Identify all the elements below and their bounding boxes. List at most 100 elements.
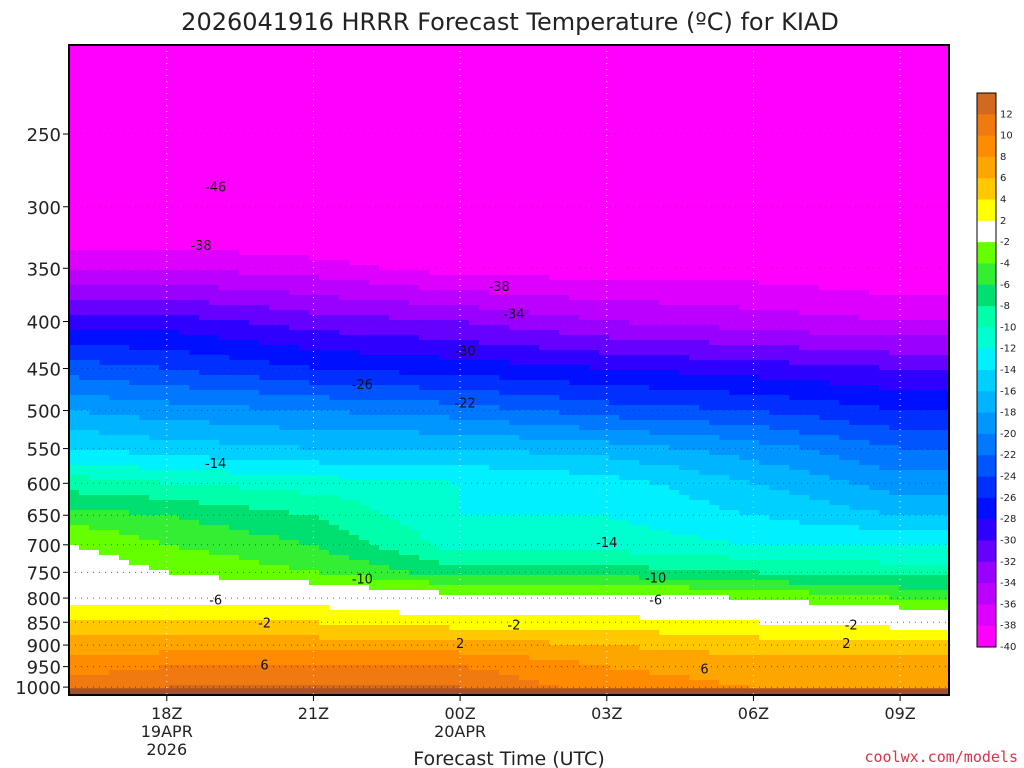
temperature-cell bbox=[269, 250, 280, 256]
temperature-cell bbox=[209, 220, 220, 226]
temperature-cell bbox=[109, 580, 120, 586]
temperature-cell bbox=[279, 575, 290, 581]
temperature-cell bbox=[219, 450, 230, 456]
temperature-cell bbox=[239, 150, 250, 156]
temperature-cell bbox=[439, 555, 450, 561]
temperature-cell bbox=[389, 530, 400, 536]
temperature-cell bbox=[99, 395, 110, 401]
temperature-cell bbox=[389, 375, 400, 381]
temperature-cell bbox=[319, 270, 330, 276]
temperature-cell bbox=[129, 210, 140, 216]
temperature-cell bbox=[369, 400, 380, 406]
temperature-cell bbox=[159, 345, 170, 351]
temperature-cell bbox=[289, 260, 300, 266]
temperature-cell bbox=[199, 470, 210, 476]
temperature-cell bbox=[209, 340, 220, 346]
temperature-cell bbox=[399, 445, 410, 451]
temperature-cell bbox=[79, 175, 90, 181]
temperature-cell bbox=[229, 510, 240, 516]
temperature-cell bbox=[269, 415, 280, 421]
temperature-cell bbox=[69, 545, 80, 551]
temperature-cell bbox=[129, 160, 140, 166]
temperature-cell bbox=[389, 505, 400, 511]
temperature-cell bbox=[109, 645, 120, 651]
temperature-cell bbox=[299, 465, 310, 471]
temperature-cell bbox=[399, 405, 410, 411]
temperature-cell bbox=[239, 255, 250, 261]
temperature-cell bbox=[309, 375, 320, 381]
temperature-cell bbox=[99, 170, 110, 176]
temperature-cell bbox=[89, 250, 100, 256]
temperature-cell bbox=[359, 520, 370, 526]
temperature-cell bbox=[419, 200, 430, 206]
temperature-cell bbox=[159, 185, 170, 191]
temperature-cell bbox=[199, 625, 210, 631]
temperature-cell bbox=[359, 335, 370, 341]
temperature-cell bbox=[279, 175, 290, 181]
temperature-cell bbox=[149, 345, 160, 351]
temperature-cell bbox=[289, 280, 300, 286]
temperature-cell bbox=[99, 670, 110, 676]
temperature-cell bbox=[239, 245, 250, 251]
temperature-cell bbox=[239, 505, 250, 511]
temperature-cell bbox=[139, 235, 150, 241]
temperature-cell bbox=[269, 590, 280, 596]
temperature-cell bbox=[369, 670, 380, 676]
temperature-cell bbox=[69, 75, 80, 81]
temperature-cell bbox=[389, 425, 400, 431]
temperature-cell bbox=[369, 605, 380, 611]
temperature-cell bbox=[179, 590, 190, 596]
temperature-cell bbox=[349, 365, 360, 371]
temperature-cell bbox=[129, 65, 140, 71]
temperature-cell bbox=[169, 670, 180, 676]
temperature-cell bbox=[179, 415, 190, 421]
temperature-cell bbox=[419, 645, 430, 651]
temperature-cell bbox=[199, 180, 210, 186]
temperature-cell bbox=[239, 280, 250, 286]
temperature-cell bbox=[429, 180, 440, 186]
temperature-cell bbox=[439, 145, 450, 151]
temperature-cell bbox=[349, 95, 360, 101]
temperature-cell bbox=[359, 145, 370, 151]
temperature-cell bbox=[79, 570, 90, 576]
temperature-cell bbox=[309, 485, 320, 491]
temperature-cell bbox=[349, 490, 360, 496]
temperature-cell bbox=[159, 280, 170, 286]
temperature-cell bbox=[379, 285, 390, 291]
temperature-cell bbox=[119, 560, 130, 566]
temperature-cell bbox=[189, 190, 200, 196]
temperature-cell bbox=[269, 90, 280, 96]
temperature-cell bbox=[89, 550, 100, 556]
temperature-cell bbox=[69, 410, 80, 416]
temperature-cell bbox=[349, 215, 360, 221]
temperature-cell bbox=[159, 655, 170, 661]
temperature-cell bbox=[119, 520, 130, 526]
temperature-cell bbox=[419, 380, 430, 386]
temperature-cell bbox=[339, 475, 350, 481]
temperature-cell bbox=[259, 670, 270, 676]
temperature-cell bbox=[299, 575, 310, 581]
temperature-cell bbox=[359, 290, 370, 296]
temperature-cell bbox=[389, 315, 400, 321]
temperature-cell bbox=[129, 485, 140, 491]
temperature-cell bbox=[319, 245, 330, 251]
temperature-cell bbox=[79, 485, 90, 491]
temperature-cell bbox=[409, 195, 420, 201]
temperature-cell bbox=[409, 115, 420, 121]
temperature-cell bbox=[119, 95, 130, 101]
temperature-cell bbox=[159, 605, 170, 611]
temperature-cell bbox=[139, 245, 150, 251]
temperature-cell bbox=[229, 65, 240, 71]
temperature-cell bbox=[99, 605, 110, 611]
temperature-cell bbox=[289, 145, 300, 151]
temperature-cell bbox=[269, 195, 280, 201]
temperature-cell bbox=[199, 185, 210, 191]
temperature-cell bbox=[209, 300, 220, 306]
temperature-cell bbox=[249, 255, 260, 261]
temperature-cell bbox=[329, 130, 340, 136]
temperature-cell bbox=[249, 190, 260, 196]
temperature-cell bbox=[89, 145, 100, 151]
temperature-cell bbox=[189, 220, 200, 226]
temperature-cell bbox=[159, 215, 170, 221]
temperature-cell bbox=[329, 150, 340, 156]
